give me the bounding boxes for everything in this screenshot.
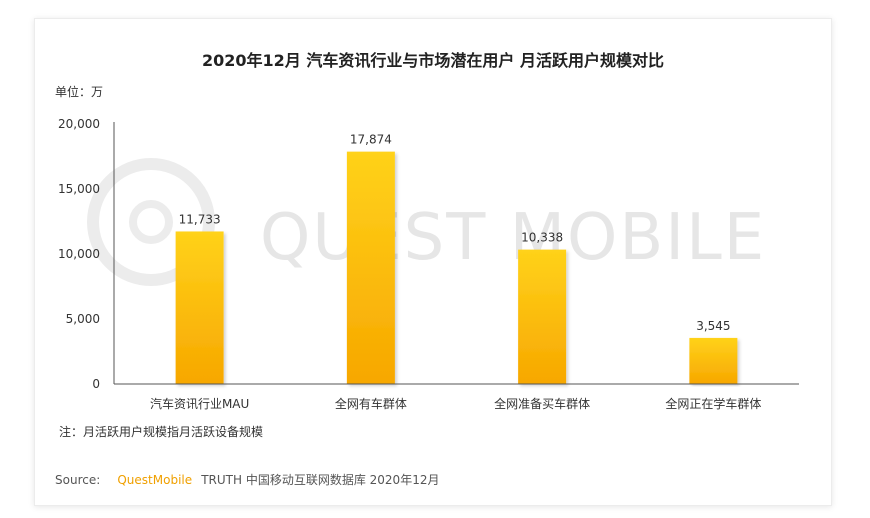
y-tick-label: 10,000 [58,247,100,261]
y-tick-label: 0 [92,377,100,391]
data-label: 11,733 [179,212,221,226]
bar-chart: QUEST MOBILE 2020年12月 汽车资讯行业与市场潜在用户 月活跃用… [55,51,799,488]
source-line: Source: QuestMobile TRUTH 中国移动互联网数据库 202… [55,469,439,488]
data-label: 3,545 [696,319,730,333]
x-category-label: 全网正在学车群体 [665,396,761,411]
bar [689,337,738,384]
bars: 11,733 17,874 10,338 3,545 [175,133,738,384]
source-prefix: Source: [55,473,100,487]
chart-title: 2020年12月 汽车资讯行业与市场潜在用户 月活跃用户规模对比 [202,51,664,70]
data-label: 17,874 [350,133,392,147]
y-axis: 0 5,000 10,000 15,000 20,000 [58,117,115,391]
x-category-label: 全网有车群体 [335,396,407,411]
watermark-text: QUEST MOBILE [260,201,766,275]
x-axis: 汽车资讯行业MAU 全网有车群体 全网准备买车群体 全网正在学车群体 [114,383,799,411]
unit-label: 单位：万 [55,84,103,99]
x-category-label: 全网准备买车群体 [494,396,590,411]
data-label: 10,338 [521,231,563,245]
source-brand: QuestMobile [117,473,192,487]
y-tick-label: 15,000 [58,182,100,196]
watermark-logo-ring [87,158,215,286]
bar [175,231,224,384]
watermark-logo-dot [129,200,173,244]
source-rest: TRUTH 中国移动互联网数据库 2020年12月 [200,472,439,487]
footnote: 注：月活跃用户规模指月活跃设备规模 [59,424,263,439]
chart-card: QUEST MOBILE 2020年12月 汽车资讯行业与市场潜在用户 月活跃用… [34,18,832,506]
bar [346,151,395,384]
watermark: QUEST MOBILE [87,158,766,286]
y-tick-label: 5,000 [66,312,100,326]
y-tick-label: 20,000 [58,117,100,131]
bar [518,249,567,384]
x-category-label: 汽车资讯行业MAU [150,396,249,411]
